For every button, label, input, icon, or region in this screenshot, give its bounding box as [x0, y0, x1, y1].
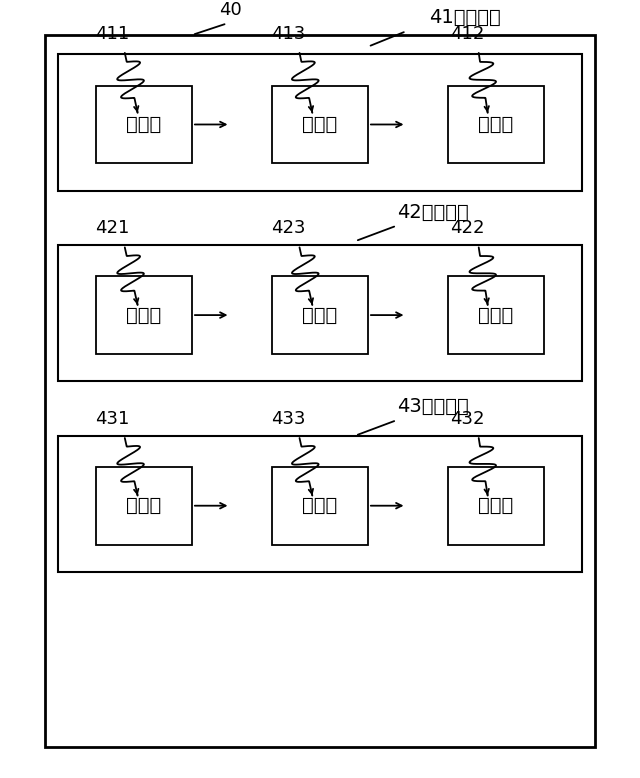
Text: 接続部: 接続部: [126, 306, 162, 324]
Bar: [45, 35, 595, 747]
Bar: [96, 467, 192, 545]
Text: 40: 40: [219, 2, 242, 19]
Bar: [448, 86, 544, 163]
Bar: [96, 276, 192, 354]
Text: 通信部: 通信部: [126, 496, 162, 515]
Bar: [448, 276, 544, 354]
Bar: [58, 54, 582, 191]
Bar: [448, 467, 544, 545]
Text: 433: 433: [271, 410, 305, 428]
Bar: [96, 86, 192, 163]
Bar: [272, 276, 368, 354]
Text: 伝送部: 伝送部: [126, 115, 162, 134]
Text: 蓄積部: 蓄積部: [478, 115, 514, 134]
Text: 記憶部: 記憶部: [478, 306, 514, 324]
Text: 42分析装置: 42分析装置: [397, 203, 468, 222]
Text: 格納部: 格納部: [478, 496, 514, 515]
Text: 収集部: 収集部: [302, 115, 338, 134]
Text: 421: 421: [95, 219, 129, 237]
Text: 412: 412: [450, 25, 484, 43]
Bar: [58, 245, 582, 381]
Text: 432: 432: [450, 410, 484, 428]
Text: 43提供装置: 43提供装置: [397, 398, 468, 416]
Text: 41収集装置: 41収集装置: [429, 9, 500, 27]
Text: 提供部: 提供部: [302, 496, 338, 515]
Text: 422: 422: [450, 219, 484, 237]
Text: 411: 411: [95, 25, 129, 43]
Text: 制御部: 制御部: [302, 306, 338, 324]
Text: 423: 423: [271, 219, 305, 237]
Bar: [272, 86, 368, 163]
Text: 413: 413: [271, 25, 305, 43]
Text: 431: 431: [95, 410, 129, 428]
Bar: [272, 467, 368, 545]
Bar: [58, 436, 582, 572]
